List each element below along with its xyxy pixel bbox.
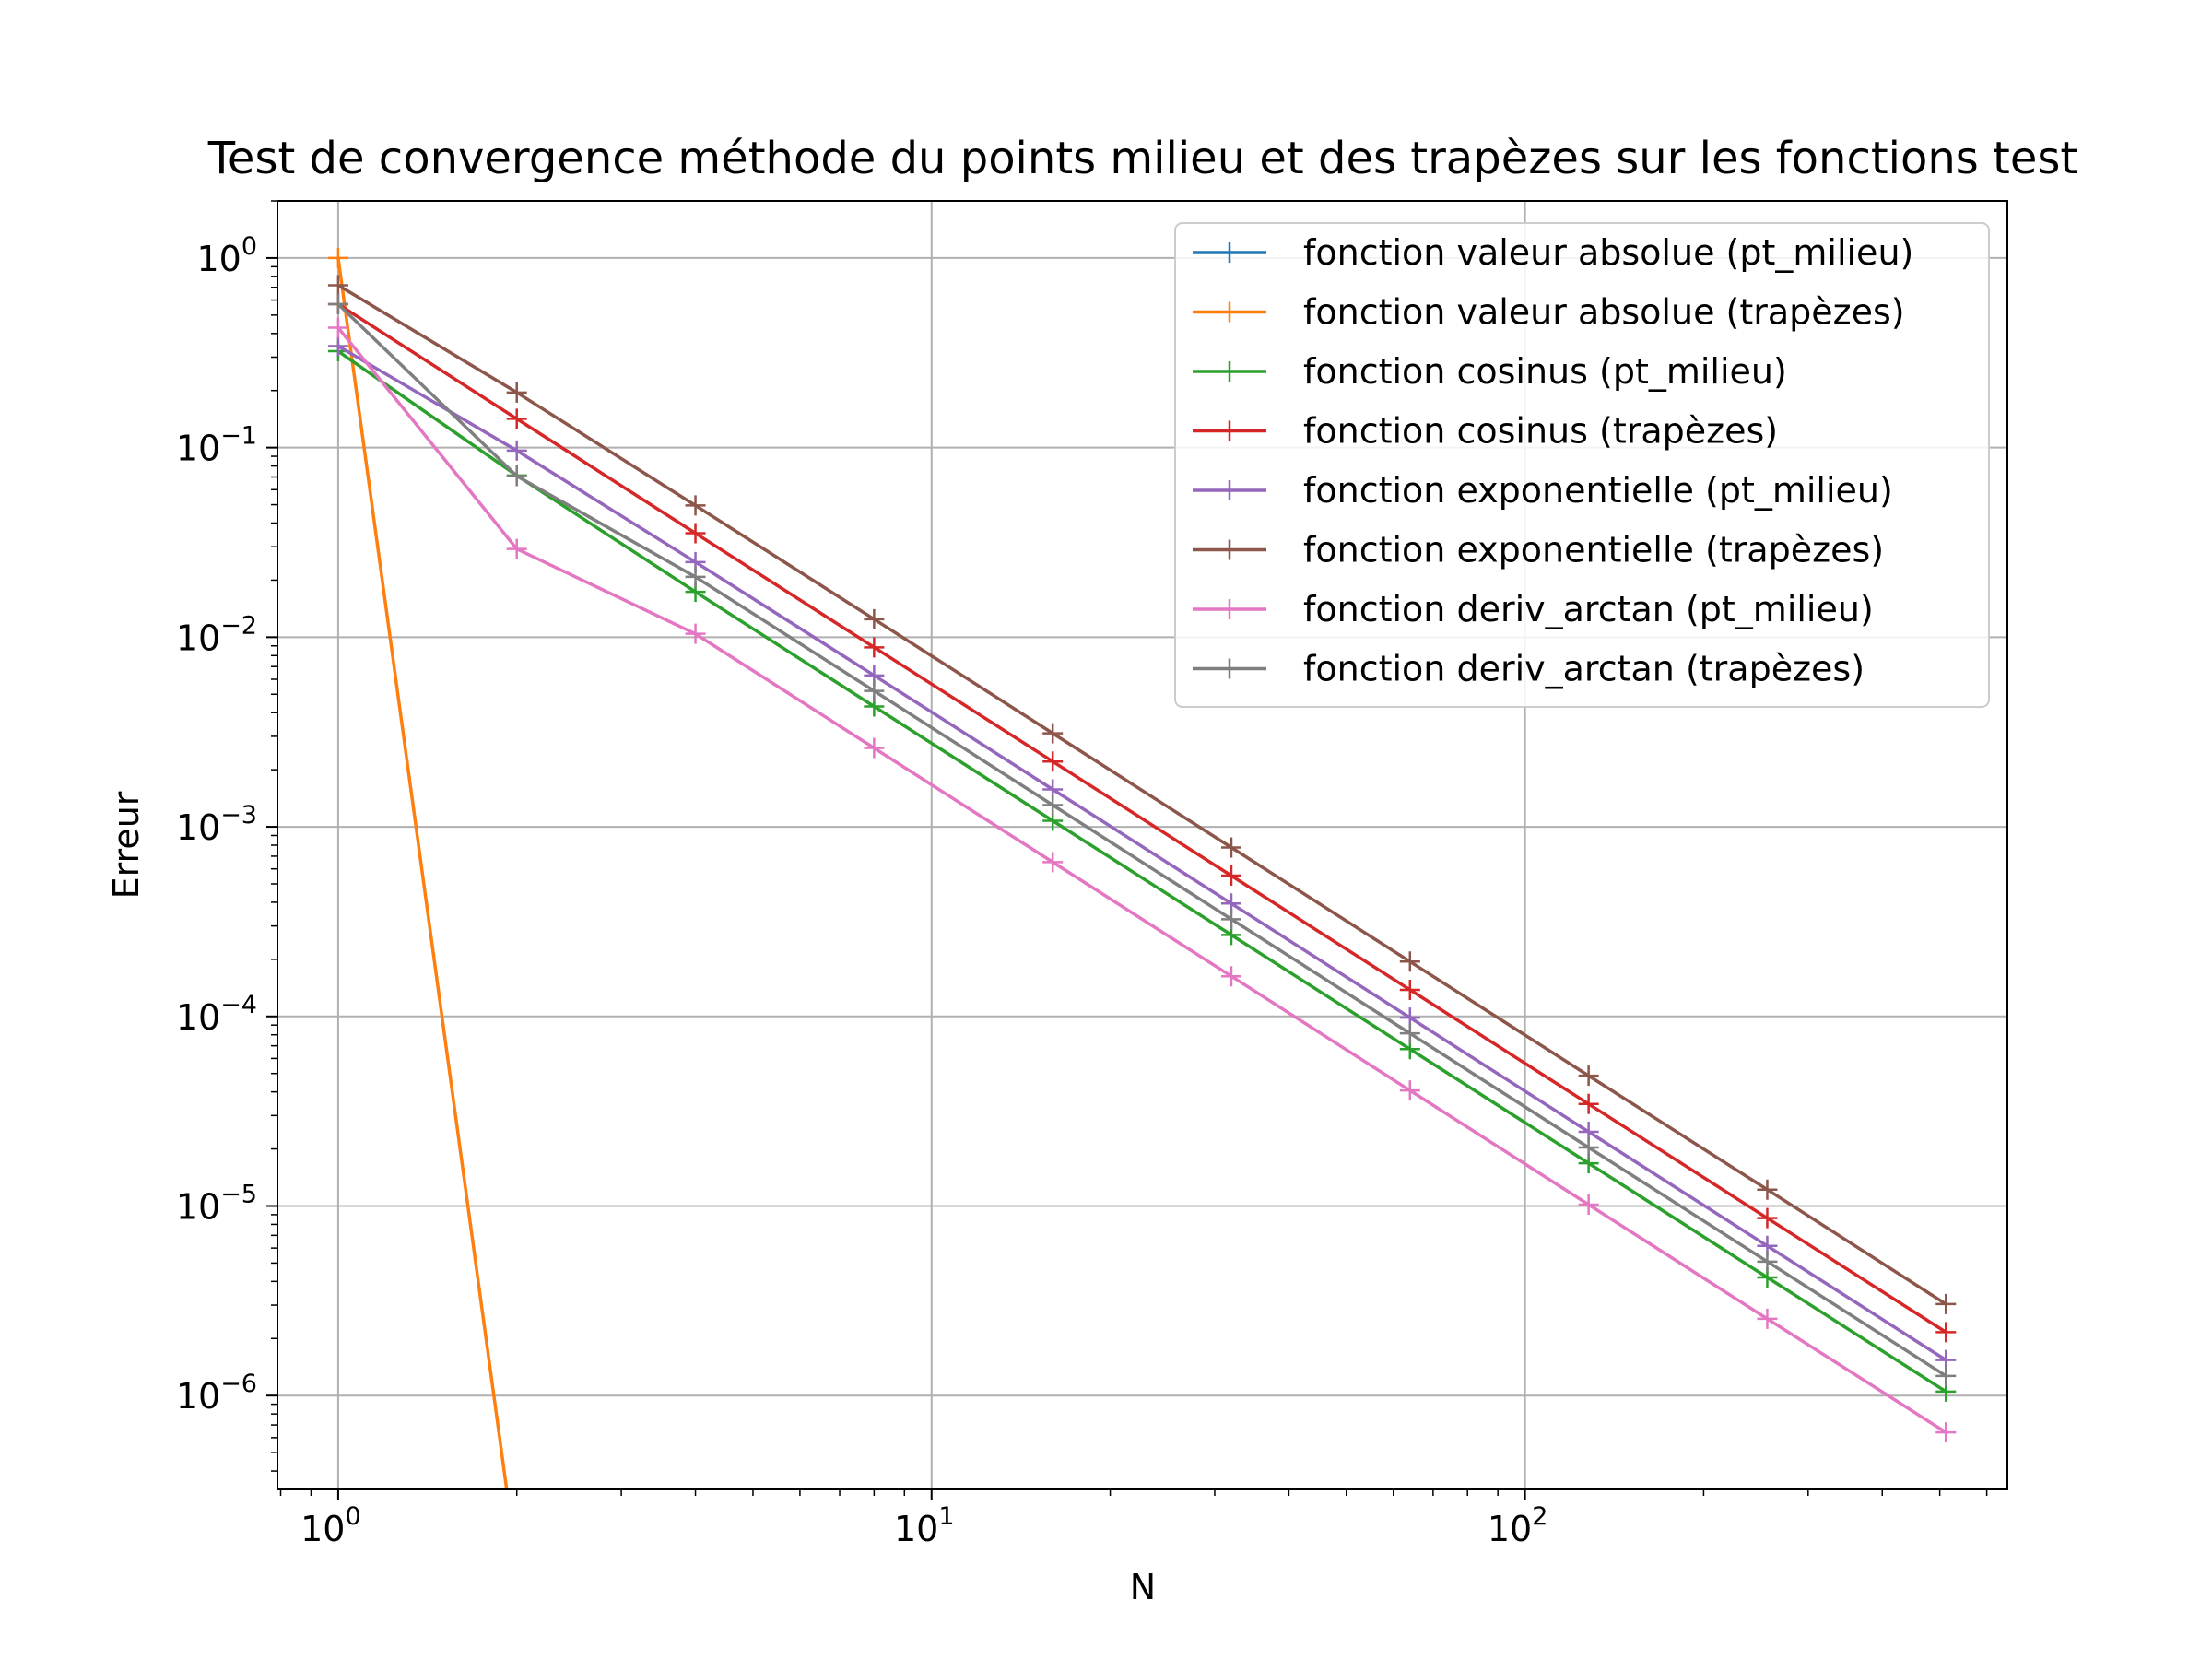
data-point-marker bbox=[1399, 979, 1420, 1000]
series-8 bbox=[327, 294, 1957, 1386]
data-point-marker bbox=[864, 608, 885, 629]
data-point-marker bbox=[1042, 723, 1064, 744]
data-point-marker bbox=[1578, 1194, 1599, 1215]
data-point-marker bbox=[1757, 1251, 1778, 1272]
data-point-marker bbox=[1221, 865, 1241, 887]
data-point-marker bbox=[1042, 794, 1064, 816]
legend-entry: fonction valeur absolue (pt_milieu) bbox=[1193, 232, 1913, 273]
y-tick-label: 10−3 bbox=[176, 801, 257, 848]
legend-label: fonction deriv_arctan (pt_milieu) bbox=[1303, 589, 1874, 629]
series-line bbox=[336, 302, 1947, 1378]
data-point-marker bbox=[1936, 1365, 1957, 1386]
x-axis-ticks: 100 101 102 bbox=[279, 1489, 1988, 1549]
data-point-marker bbox=[327, 247, 348, 268]
legend-marker bbox=[1219, 539, 1240, 560]
legend: fonction valeur absolue (pt_milieu)fonct… bbox=[1174, 222, 1990, 708]
x-tick-label: 102 bbox=[1488, 1502, 1548, 1549]
legend-entry: fonction exponentielle (trapèzes) bbox=[1193, 530, 1884, 571]
data-point-marker bbox=[1936, 1293, 1957, 1314]
series-line bbox=[336, 326, 1947, 1434]
legend-marker bbox=[1219, 658, 1240, 679]
data-point-marker bbox=[506, 440, 527, 461]
data-point-marker bbox=[685, 495, 706, 516]
data-point-marker bbox=[1399, 1080, 1420, 1101]
series-7 bbox=[327, 317, 1957, 1443]
legend-box bbox=[1174, 222, 1990, 708]
legend-marker bbox=[1219, 301, 1240, 323]
data-point-marker bbox=[1757, 1207, 1778, 1229]
series-line bbox=[336, 283, 1947, 1306]
y-tick-label: 10−4 bbox=[176, 991, 257, 1038]
data-point-marker bbox=[685, 523, 706, 544]
legend-label: fonction deriv_arctan (trapèzes) bbox=[1303, 649, 1865, 689]
series-line bbox=[336, 349, 1947, 1394]
series-group bbox=[327, 247, 1957, 1489]
data-point-marker bbox=[1936, 1322, 1957, 1343]
y-axis-label: Erreur bbox=[106, 791, 147, 899]
series-line bbox=[337, 344, 1947, 1362]
legend-marker bbox=[1219, 361, 1240, 382]
y-axis-ticks: 100 10−1 10−2 10−3 10−4 10−5 10−6 bbox=[176, 200, 277, 1472]
data-point-marker bbox=[1399, 951, 1420, 972]
legend-entry: fonction cosinus (pt_milieu) bbox=[1193, 351, 1787, 392]
legend-marker bbox=[1219, 480, 1240, 500]
legend-marker bbox=[1219, 242, 1240, 263]
data-point-marker bbox=[327, 294, 348, 315]
data-point-marker bbox=[1221, 966, 1241, 987]
legend-entry: fonction valeur absolue (trapèzes) bbox=[1193, 292, 1905, 333]
data-point-marker bbox=[327, 317, 348, 338]
data-point-marker bbox=[1936, 1422, 1957, 1443]
y-tick-label: 10−2 bbox=[176, 611, 257, 658]
legend-entry: fonction exponentielle (pt_milieu) bbox=[1193, 470, 1893, 511]
y-tick-label: 100 bbox=[196, 232, 257, 279]
y-tick-label: 10−1 bbox=[176, 422, 257, 469]
data-point-marker bbox=[685, 566, 706, 587]
y-tick-label: 10−5 bbox=[176, 1180, 257, 1227]
legend-label: fonction valeur absolue (trapèzes) bbox=[1303, 292, 1905, 333]
data-point-marker bbox=[327, 275, 348, 296]
data-point-marker bbox=[685, 623, 706, 644]
legend-marker bbox=[1219, 599, 1240, 619]
data-point-marker bbox=[1578, 1093, 1599, 1114]
series-2 bbox=[327, 247, 509, 1489]
x-axis-label: N bbox=[1130, 1567, 1156, 1607]
x-tick-label: 101 bbox=[894, 1502, 955, 1549]
legend-entry: fonction deriv_arctan (pt_milieu) bbox=[1193, 589, 1874, 629]
data-point-marker bbox=[864, 680, 885, 701]
legend-label: fonction valeur absolue (pt_milieu) bbox=[1303, 232, 1913, 273]
data-point-marker bbox=[506, 382, 527, 403]
legend-label: fonction exponentielle (trapèzes) bbox=[1303, 530, 1884, 571]
data-point-marker bbox=[1757, 1308, 1778, 1329]
legend-entry: fonction cosinus (trapèzes) bbox=[1193, 411, 1778, 452]
series-6 bbox=[327, 275, 1957, 1314]
data-point-marker bbox=[506, 408, 527, 429]
data-point-marker bbox=[506, 465, 527, 487]
legend-label: fonction cosinus (pt_milieu) bbox=[1303, 351, 1787, 392]
data-point-marker bbox=[1221, 909, 1241, 930]
data-point-marker bbox=[1399, 1023, 1420, 1044]
legend-marker bbox=[1219, 420, 1240, 441]
data-point-marker bbox=[1578, 1137, 1599, 1159]
y-tick-label: 10−6 bbox=[176, 1370, 257, 1417]
data-point-marker bbox=[1578, 1065, 1599, 1087]
x-tick-label: 100 bbox=[300, 1502, 361, 1549]
data-point-marker bbox=[864, 637, 885, 658]
data-point-marker bbox=[1042, 751, 1064, 772]
data-point-marker bbox=[1757, 1179, 1778, 1200]
data-point-marker bbox=[1042, 852, 1064, 873]
data-point-marker bbox=[506, 538, 527, 559]
legend-label: fonction cosinus (trapèzes) bbox=[1303, 411, 1778, 452]
data-point-marker bbox=[1221, 837, 1241, 858]
legend-entry: fonction deriv_arctan (trapèzes) bbox=[1193, 649, 1865, 689]
data-point-marker bbox=[327, 335, 348, 357]
series-line bbox=[336, 302, 1947, 1334]
chart-title: Test de convergence méthode du points mi… bbox=[207, 133, 2077, 184]
legend-label: fonction exponentielle (pt_milieu) bbox=[1303, 470, 1893, 511]
data-point-marker bbox=[864, 737, 885, 759]
